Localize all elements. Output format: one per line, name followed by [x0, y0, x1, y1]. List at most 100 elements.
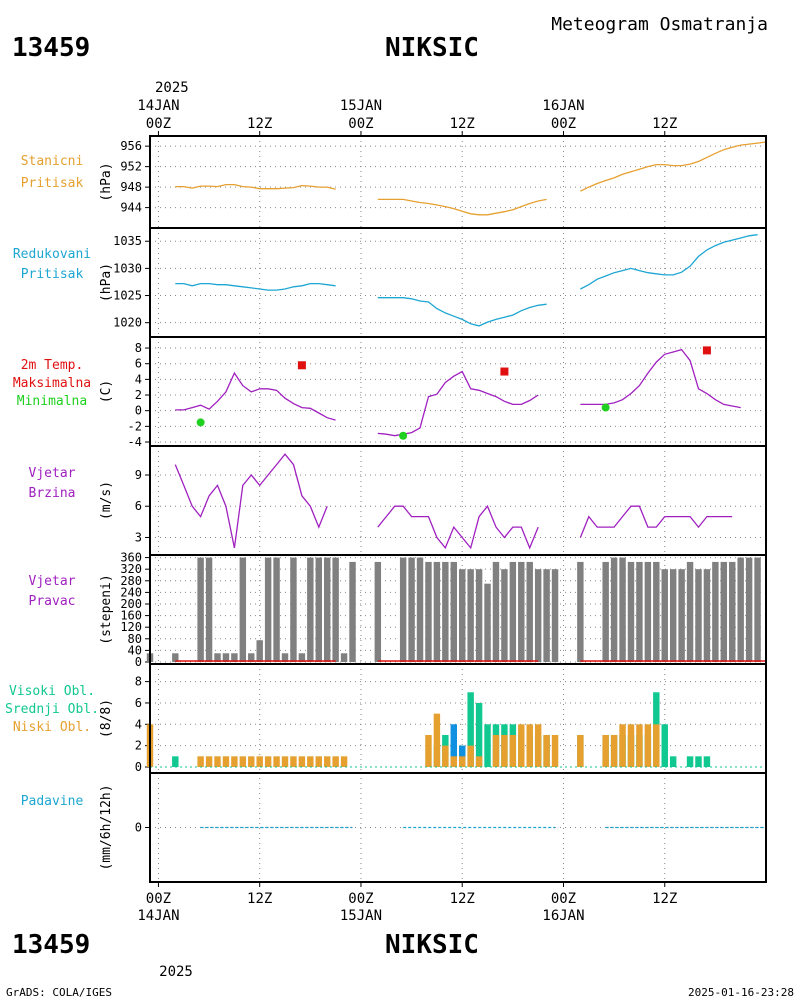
cloud-bar — [661, 724, 668, 767]
cloud-bar — [669, 756, 677, 767]
wind-speed-series-line — [579, 505, 733, 538]
cloud-bar — [205, 756, 213, 767]
hour-label-bottom: 00Z — [551, 891, 576, 907]
y-tick-label: 280 — [120, 574, 142, 588]
cloud-bar — [231, 756, 238, 767]
station-pressure-panel: 944 948 952 956 Stanicni Pritisak (hPa) — [21, 135, 767, 229]
cloud-bar — [214, 756, 221, 767]
y-tick-label: 120 — [120, 620, 142, 634]
cloud-bar — [484, 724, 491, 767]
cloud-bar — [619, 724, 626, 767]
y-tick-label: 4 — [135, 372, 142, 386]
date-label-bottom: 15JAN — [340, 908, 382, 924]
station-name-bottom: NIKSIC — [385, 930, 479, 960]
cloud-bar — [425, 734, 432, 767]
direction-bar — [264, 557, 272, 662]
panel-label: Padavine — [21, 794, 84, 809]
cloud-bar — [433, 713, 441, 767]
direction-bar — [577, 561, 584, 662]
panel-label: Pritisak — [21, 176, 84, 191]
y-tick-label: 4 — [135, 717, 142, 731]
y-tick-label: -2 — [128, 419, 142, 433]
cloud-bar — [248, 756, 255, 767]
clouds-panel: 0 2 4 6 8 Visoki Obl. Srednji Obl. Niski Obl. (8… — [5, 663, 767, 774]
direction-bar — [501, 569, 508, 662]
date-label-top: 16JAN — [542, 98, 584, 114]
temperature-frame-bg — [150, 337, 766, 446]
y-tick-label: 0 — [135, 655, 142, 669]
cloud-bar — [459, 745, 466, 767]
date-label-bottom: 14JAN — [137, 908, 179, 924]
panel-label: Srednji Obl. — [5, 702, 99, 717]
direction-bar — [222, 653, 230, 662]
cloud-bar — [627, 724, 635, 767]
cloud-bar — [442, 745, 449, 767]
cloud-bar — [290, 756, 297, 767]
cloud-bar — [501, 734, 508, 767]
direction-bar — [653, 561, 660, 662]
direction-bar — [754, 557, 761, 662]
wind-speed-series-line — [174, 453, 328, 549]
cloud-bar — [256, 756, 263, 767]
cloud-bar — [298, 756, 306, 767]
y-tick-label: 240 — [120, 585, 142, 599]
direction-bar — [636, 561, 643, 662]
direction-bar — [467, 569, 474, 662]
direction-bar — [669, 569, 677, 662]
panel-label: Minimalna — [17, 394, 87, 409]
panel-label: Brzina — [29, 486, 76, 501]
direction-bar — [205, 557, 213, 662]
panel-unit: (hPa) — [99, 263, 114, 302]
direction-bar — [534, 569, 542, 662]
cloud-bar — [526, 724, 533, 767]
direction-bar — [425, 561, 432, 662]
y-tick-label: 944 — [120, 201, 142, 215]
wind-direction-bars — [146, 557, 766, 662]
panel-label: Visoki Obl. — [9, 684, 95, 699]
panel-label: Stanicni — [21, 154, 84, 169]
y-tick-label: 160 — [120, 609, 142, 623]
direction-bar — [298, 653, 306, 662]
y-tick-label: 80 — [128, 632, 142, 646]
hour-label-bottom: 12Z — [247, 891, 272, 907]
direction-bar — [551, 569, 559, 662]
reduced-pressure-series-line — [175, 282, 336, 291]
direction-bar — [315, 557, 322, 662]
max-temp-marker — [702, 346, 711, 355]
direction-bar — [450, 561, 457, 662]
y-tick-label: 3 — [135, 530, 142, 544]
direction-bar — [543, 569, 550, 662]
direction-bar — [290, 557, 297, 662]
panel-unit: (mm/6h/12h) — [99, 784, 114, 870]
cloud-bar — [518, 724, 525, 767]
direction-bar — [281, 653, 289, 662]
direction-bar — [518, 561, 525, 662]
y-tick-label: 6 — [135, 357, 142, 371]
cloud-bar — [332, 756, 339, 767]
date-label-top: 15JAN — [340, 98, 382, 114]
direction-bar — [703, 569, 711, 662]
cloud-bar — [315, 756, 322, 767]
direction-bar — [526, 561, 533, 662]
y-tick-label: 9 — [135, 468, 142, 482]
y-tick-label: 0 — [135, 760, 142, 774]
cloud-bar — [610, 734, 618, 767]
y-tick-label: 1020 — [113, 316, 142, 330]
product-title: Meteogram Osmatranja — [551, 14, 768, 35]
hour-label-bottom: 12Z — [652, 891, 677, 907]
hour-label-bottom: 00Z — [348, 891, 373, 907]
reduced-pressure-series-line — [580, 234, 758, 290]
reduced-pressure-frame-bg — [150, 228, 766, 337]
cloud-bar — [475, 702, 483, 767]
min-temp-marker — [601, 403, 610, 412]
direction-bar — [197, 557, 204, 662]
cloud-bar — [239, 756, 247, 767]
direction-bar — [323, 557, 331, 662]
panel-unit: (8/8) — [99, 699, 114, 738]
hour-label-top: 00Z — [348, 116, 373, 132]
direction-bar — [239, 557, 247, 662]
direction-bar — [416, 557, 424, 662]
direction-bar — [340, 653, 348, 662]
y-tick-label: 2 — [135, 739, 142, 753]
